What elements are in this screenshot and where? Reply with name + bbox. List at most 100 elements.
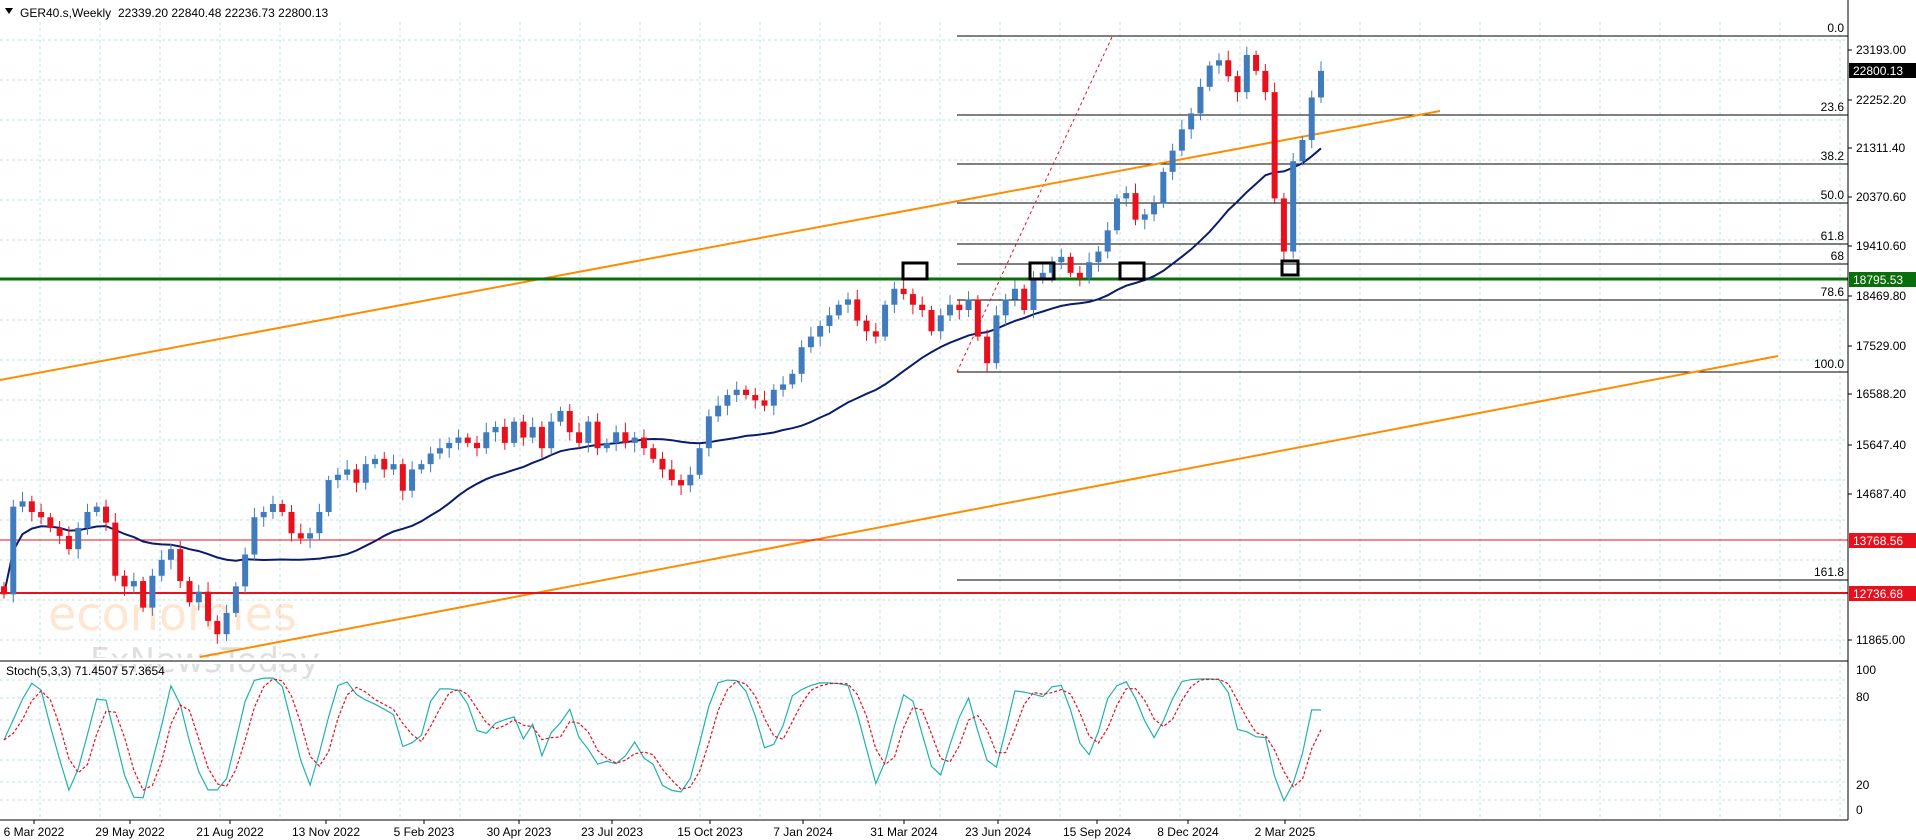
candle-body	[1206, 65, 1213, 87]
fib-level-label: 23.6	[1821, 100, 1845, 114]
candle-body	[900, 288, 907, 295]
candle-body	[511, 421, 518, 443]
candle-body	[603, 442, 610, 449]
candle-body	[186, 581, 193, 603]
candle-body	[566, 410, 573, 433]
date-label: 30 Apr 2023	[487, 825, 552, 839]
candle-body	[140, 581, 147, 608]
dropdown-triangle-icon[interactable]	[5, 8, 13, 14]
candle-body	[1021, 288, 1028, 311]
last-price-tag-text: 22800.13	[1853, 64, 1903, 78]
time-axis[interactable]: 6 Mar 2022 29 May 2022 21 Aug 2022 13 Nov 2…	[4, 820, 1316, 839]
candle-body	[1058, 256, 1065, 263]
candle-body	[622, 432, 629, 443]
fib-level-label: 38.2	[1821, 149, 1845, 163]
stoch-signal-line	[3, 678, 1322, 791]
candle-body	[1318, 70, 1324, 98]
fib-trendline[interactable]	[956, 36, 1113, 373]
candle-body	[260, 511, 267, 518]
candle-body	[826, 315, 833, 326]
candle-body	[993, 315, 1000, 364]
level-a-price-tag	[1849, 533, 1916, 548]
price-label: 20370.60	[1856, 190, 1906, 204]
price-label: 16588.20	[1856, 387, 1906, 401]
stoch-scale-label: 80	[1856, 690, 1870, 704]
candle-body	[362, 464, 369, 483]
candle-body	[65, 535, 72, 550]
candle-body	[455, 437, 462, 443]
candle-body	[1308, 97, 1315, 140]
date-label: 5 Feb 2023	[394, 825, 455, 839]
candle-body	[705, 416, 712, 449]
fib-level-label: 161.8	[1814, 565, 1844, 579]
candle-body	[965, 299, 972, 311]
price-label: 19410.60	[1856, 239, 1906, 253]
candle-body	[279, 503, 286, 512]
level-a-price-tag-text: 13768.56	[1853, 534, 1903, 548]
price-label: 14687.40	[1856, 487, 1906, 501]
price-label: 11865.00	[1856, 633, 1905, 647]
candle-body	[149, 575, 156, 608]
price-label: 18469.80	[1856, 289, 1906, 303]
candle-body	[1141, 214, 1148, 220]
candle-body	[223, 612, 230, 635]
candle-body	[1113, 198, 1120, 231]
channel-lower-line[interactable]	[199, 355, 1779, 658]
support-price-tag-text: 18795.53	[1853, 273, 1903, 287]
candle-body	[1299, 139, 1306, 162]
candle-body	[1271, 92, 1278, 199]
channel-upper-line[interactable]	[0, 110, 1441, 381]
date-label: 2 Mar 2025	[1255, 825, 1316, 839]
candle-body	[891, 288, 898, 305]
date-label: 7 Jan 2024	[773, 825, 833, 839]
candle-body	[1197, 86, 1204, 114]
candle-body	[1290, 161, 1297, 252]
date-label: 31 Mar 2024	[870, 825, 938, 839]
candle-body	[242, 554, 249, 587]
candle-body	[177, 549, 184, 582]
fib-level-label: 50.0	[1821, 188, 1845, 202]
candle-body	[492, 426, 499, 433]
stochastic-label: Stoch(5,3,3) 71.4507 57.3654	[6, 664, 165, 678]
candle-body	[1234, 76, 1241, 93]
moving-average-line[interactable]	[3, 147, 1322, 595]
candle-body	[585, 421, 592, 443]
candle-body	[1076, 272, 1083, 279]
candle-body	[807, 336, 814, 348]
last-price-tag	[1849, 63, 1916, 78]
candle-body	[909, 294, 916, 305]
date-label: 13 Nov 2022	[292, 825, 360, 839]
candle-body	[501, 426, 508, 443]
price-label: 17529.00	[1856, 339, 1906, 353]
candle-body	[205, 591, 212, 621]
stoch-scale-label: 0	[1856, 803, 1863, 817]
candle-body	[84, 511, 91, 528]
stoch-scale-label: 100	[1856, 663, 1876, 677]
candle-body	[631, 437, 638, 443]
candle-body	[195, 591, 202, 603]
stoch-main-line	[3, 677, 1322, 803]
fib-level-label: 0.0	[1827, 21, 1844, 35]
candle-body	[557, 410, 564, 422]
candle-body	[56, 527, 63, 536]
candle-body	[1030, 278, 1037, 311]
price-axis[interactable]: 23193.00 22252.20 21311.40 20370.60 19410.60…	[1848, 43, 1906, 647]
candle-body	[10, 506, 17, 595]
candle-body	[1095, 251, 1102, 263]
fibonacci-retracement[interactable]: 0.0 23.6 38.2 50.0 61.8 68 78.6 100.0 161.8	[957, 21, 1848, 581]
candle-body	[344, 469, 351, 475]
watermark-text-1: economies	[48, 587, 297, 641]
candle-body	[770, 389, 777, 406]
date-label: 15 Sep 2024	[1063, 825, 1131, 839]
stochastic-pane[interactable]: 100 80 20 0	[0, 663, 1876, 817]
candle-body	[474, 442, 481, 449]
candle-body	[1151, 203, 1158, 215]
candle-body	[1178, 129, 1185, 151]
candle-body	[418, 464, 425, 470]
candle-body	[390, 464, 397, 470]
candle-body	[436, 448, 443, 454]
candle-body	[1225, 60, 1232, 77]
candle-body	[724, 395, 731, 406]
